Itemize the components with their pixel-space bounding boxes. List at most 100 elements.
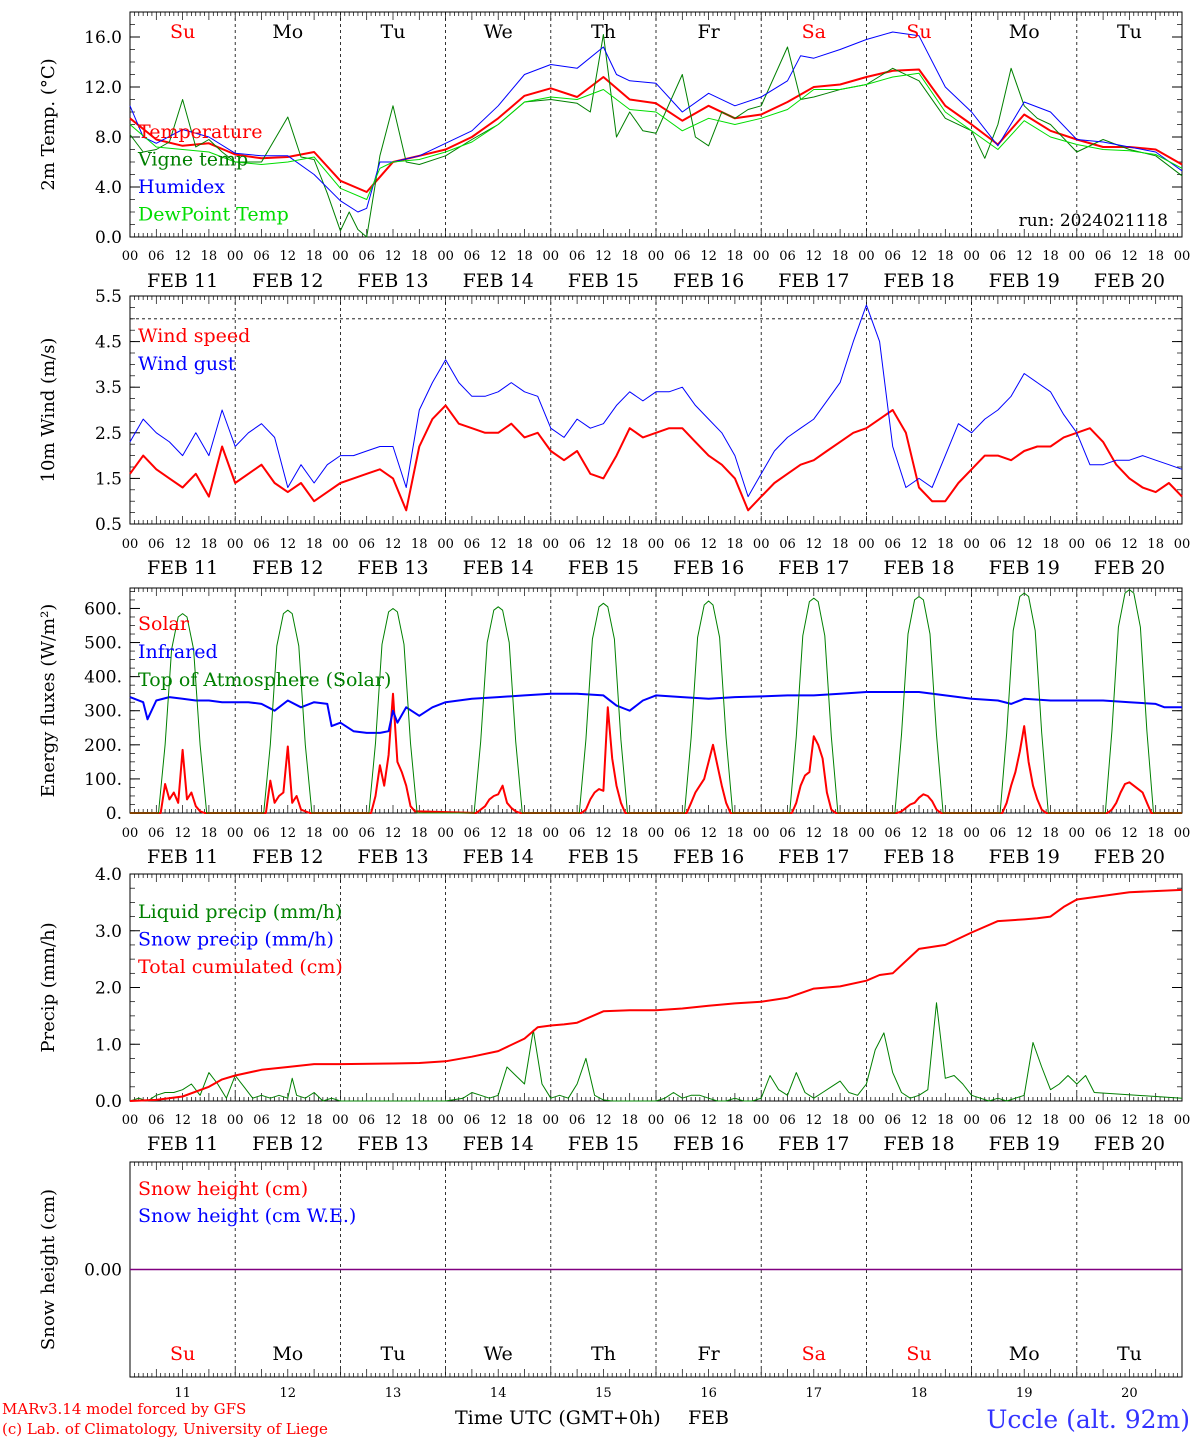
hour-tick-label: 12	[595, 537, 612, 552]
weekday-label: We	[484, 1343, 513, 1365]
hour-tick-label: 18	[306, 249, 323, 264]
hour-tick-label: 00	[227, 826, 244, 841]
hour-tick-label: 12	[1121, 537, 1138, 552]
hour-tick-label: 12	[700, 537, 717, 552]
hour-tick-label: 12	[1016, 1113, 1033, 1128]
hour-tick-label: 00	[963, 1113, 980, 1128]
hour-tick-label: 18	[516, 249, 533, 264]
y-tick-label: 5.5	[95, 287, 122, 307]
hour-tick-label: 06	[1095, 1113, 1112, 1128]
weekday-label: We	[484, 21, 513, 43]
day-date-label: FEB 12	[252, 270, 323, 292]
hour-tick-label: 12	[490, 1113, 507, 1128]
hour-tick-label: 00	[122, 1113, 139, 1128]
hour-tick-label: 12	[280, 249, 297, 264]
legend-entry: Liquid precip (mm/h)	[138, 901, 342, 923]
day-date-label: FEB 20	[1094, 270, 1165, 292]
hour-tick-label: 18	[201, 1113, 218, 1128]
day-date-label: FEB 14	[463, 1133, 534, 1155]
y-tick-label: 0.	[106, 804, 122, 824]
hour-tick-label: 00	[332, 826, 349, 841]
hour-tick-label: 18	[1147, 537, 1164, 552]
hour-tick-label: 06	[464, 249, 481, 264]
y-tick-label: 4.0	[95, 865, 122, 885]
hour-tick-label: 00	[437, 1113, 454, 1128]
day-date-label: FEB 15	[568, 557, 639, 579]
hour-tick-label: 06	[674, 249, 691, 264]
day-date-label: FEB 19	[989, 846, 1060, 868]
legend-entry: Temperature	[138, 121, 262, 143]
day-date-label: FEB 16	[673, 846, 744, 868]
meteogram-panels: 0.0 4.0 8.0 12.0 16.0 2m Temp. (°C) Temperatur…	[38, 11, 1191, 1401]
hour-tick-label: 12	[1016, 537, 1033, 552]
hour-tick-label: 12	[806, 249, 823, 264]
y-tick-label: 2.5	[95, 424, 122, 444]
y-tick-label: 0.00	[84, 1261, 122, 1281]
hour-tick-label: 12	[1121, 826, 1138, 841]
hour-tick-label: 18	[832, 249, 849, 264]
hour-tick-label: 18	[1042, 826, 1059, 841]
day-date-label: FEB 11	[147, 270, 218, 292]
hour-tick-label: 00	[122, 537, 139, 552]
hour-tick-label: 18	[937, 249, 954, 264]
day-number-label: 15	[595, 1386, 612, 1401]
hour-tick-label: 18	[937, 826, 954, 841]
series-line-3	[129, 31, 1183, 213]
day-number-label: 11	[174, 1386, 191, 1401]
y-tick-label: 300.	[84, 702, 122, 722]
day-date-label: FEB 15	[568, 270, 639, 292]
hour-tick-label: 18	[1147, 249, 1164, 264]
hour-tick-label: 06	[253, 537, 270, 552]
chart-panel-2: 0.5 1.5 2.5 3.5 4.5 5.5 10m Wind (m/s) Wind spe…	[38, 287, 1190, 579]
weekday-label: Su	[906, 21, 931, 43]
hour-tick-label: 18	[621, 249, 638, 264]
hour-tick-label: 18	[727, 537, 744, 552]
hour-tick-label: 18	[411, 826, 428, 841]
y-tick-label: 400.	[84, 668, 122, 688]
hour-tick-label: 06	[674, 826, 691, 841]
hour-tick-label: 06	[569, 537, 586, 552]
hour-tick-label: 12	[385, 1113, 402, 1128]
day-date-label: FEB 17	[778, 1133, 849, 1155]
weekday-label: Tu	[1117, 21, 1142, 43]
day-date-label: FEB 13	[357, 270, 428, 292]
hour-tick-label: 12	[174, 537, 191, 552]
hour-tick-label: 18	[727, 826, 744, 841]
hour-tick-label: 18	[1042, 537, 1059, 552]
weekday-label: Mo	[1009, 1343, 1040, 1365]
legend-entry: Snow height (cm)	[138, 1178, 308, 1200]
hour-tick-label: 00	[1069, 826, 1086, 841]
day-date-label: FEB 20	[1094, 846, 1165, 868]
hour-tick-label: 00	[1174, 826, 1191, 841]
day-date-label: FEB 14	[463, 846, 534, 868]
hour-tick-label: 06	[990, 537, 1007, 552]
day-date-label: FEB 14	[463, 557, 534, 579]
hour-tick-label: 12	[806, 826, 823, 841]
hour-tick-label: 00	[1174, 249, 1191, 264]
series-line-2	[129, 34, 1183, 238]
y-tick-label: 4.0	[95, 178, 122, 198]
hour-tick-label: 00	[858, 1113, 875, 1128]
hour-tick-label: 18	[1147, 1113, 1164, 1128]
hour-tick-label: 06	[884, 249, 901, 264]
hour-tick-label: 06	[779, 537, 796, 552]
run-label: run: 2024021118	[1019, 211, 1168, 231]
hour-tick-label: 00	[543, 826, 560, 841]
day-date-label: FEB 16	[673, 557, 744, 579]
hour-tick-label: 00	[332, 537, 349, 552]
hour-tick-label: 12	[806, 537, 823, 552]
hour-tick-label: 00	[1174, 537, 1191, 552]
hour-tick-label: 18	[306, 1113, 323, 1128]
weekday-label: Mo	[1009, 21, 1040, 43]
hour-tick-label: 00	[332, 1113, 349, 1128]
y-tick-label: 1.5	[95, 469, 122, 489]
hour-tick-label: 06	[990, 249, 1007, 264]
series-line-1	[129, 1002, 1183, 1102]
day-date-label: FEB 12	[252, 557, 323, 579]
day-date-label: FEB 12	[252, 846, 323, 868]
hour-tick-label: 12	[1016, 249, 1033, 264]
hour-tick-label: 18	[201, 249, 218, 264]
credit-line-2: (c) Lab. of Climatology, University of L…	[2, 1420, 328, 1438]
weekday-label: Fr	[697, 21, 720, 43]
